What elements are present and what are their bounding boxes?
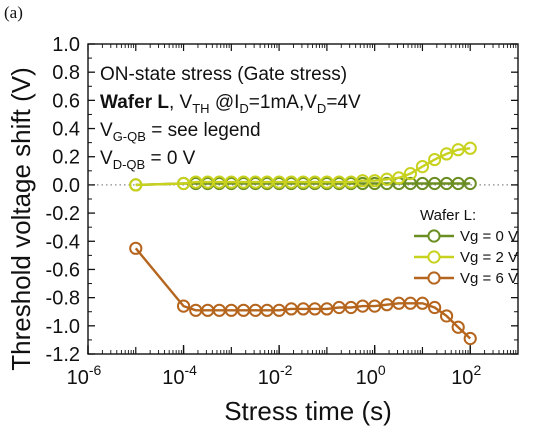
annotation-line-3: VG-QB = see legend (100, 120, 261, 144)
annotation-vg-sub: G-QB (113, 129, 146, 144)
panel-label: (a) (4, 3, 23, 22)
legend-title: Wafer L: (420, 207, 476, 224)
x-tick-base: 10 (451, 367, 473, 389)
data-point (129, 178, 143, 192)
x-axis: 10-6 10-4 10-2 100 102 (67, 44, 517, 389)
data-point (451, 320, 465, 334)
legend-marker (427, 271, 441, 285)
x-tick-label: 10-4 (162, 362, 197, 389)
annotation-block: ON-state stress (Gate stress) Wafer L, V… (100, 64, 361, 172)
data-point (320, 302, 334, 316)
series-vg-2-v (129, 141, 477, 192)
y-tick-label: -1.0 (46, 316, 80, 338)
annotation-id-sub: D (239, 101, 248, 116)
y-tick-label: -0.4 (46, 231, 80, 253)
x-tick-exponent: 2 (473, 362, 481, 378)
x-tick-exponent: 0 (378, 362, 386, 378)
plot-frame (87, 43, 519, 355)
data-point (392, 171, 406, 185)
data-point (463, 331, 477, 346)
data-point (272, 303, 286, 317)
annotation-vg-prefix: V (100, 120, 113, 141)
annotation-id: @I (210, 92, 240, 113)
data-point (368, 174, 382, 188)
legend-entry: Vg = 2 V (414, 249, 518, 266)
series-vg-6-v (129, 241, 477, 346)
legend-label: Vg = 2 V (460, 249, 518, 266)
legend-label: Vg = 6 V (460, 270, 518, 287)
x-tick-exponent: -2 (280, 362, 293, 378)
y-tick-label: 0.4 (52, 119, 80, 141)
legend-entry: Vg = 0 V (414, 228, 518, 245)
y-tick-label: 1.0 (52, 34, 80, 56)
y-tick-label: 0.2 (52, 147, 80, 169)
data-point (403, 167, 418, 181)
y-tick-label: -0.8 (46, 288, 80, 310)
plot-area (87, 43, 519, 355)
series-line (134, 247, 472, 340)
data-point (428, 152, 442, 167)
x-tick-label: 10-2 (258, 362, 293, 389)
legend-label: Vg = 0 V (460, 228, 518, 245)
x-tick-exponent: -6 (89, 362, 102, 378)
legend-marker (427, 229, 441, 243)
x-tick-base: 10 (258, 367, 280, 389)
y-axis: 1.0 0.8 0.6 0.4 0.2 0.0 -0.2 -0.4 -0.6 -0.8 -1.0 -1… (46, 34, 518, 366)
y-tick-label: 0.0 (52, 175, 80, 197)
annotation-vdqb-sub: D-QB (113, 157, 146, 172)
y-tick-label: 0.6 (52, 90, 80, 112)
x-axis-title: Stress time (s) (224, 396, 392, 426)
data-point (463, 141, 477, 155)
annotation-vth-sub: TH (192, 101, 209, 116)
data-point (463, 176, 477, 191)
y-tick-label: 0.8 (52, 62, 80, 84)
data-point (428, 300, 442, 315)
data-point (176, 176, 191, 191)
annotation-line-2: Wafer L, VTH @ID=1mA,VD=4V (100, 92, 361, 116)
data-point (368, 299, 382, 313)
x-tick-base: 10 (356, 367, 378, 389)
y-tick-label: -0.6 (46, 259, 80, 281)
data-point (176, 299, 191, 313)
annotation-line-4: VD-QB = 0 V (100, 148, 196, 172)
legend: Wafer L: Vg = 0 V Vg = 2 V Vg = 6 V (414, 207, 518, 287)
legend-marker (427, 250, 441, 264)
x-tick-label: 102 (451, 362, 481, 389)
annotation-line-1: ON-state stress (Gate stress) (100, 64, 347, 85)
annotation-vd-value: =4V (326, 92, 361, 113)
x-tick-base: 10 (162, 367, 184, 389)
y-tick-label: -0.2 (46, 203, 80, 225)
annotation-vd-sub: D (317, 101, 326, 116)
x-tick-exponent: -4 (184, 362, 197, 378)
annotation-vth-prefix: , V (169, 92, 193, 113)
legend-entry: Vg = 6 V (414, 270, 518, 287)
x-tick-label: 100 (356, 362, 386, 389)
data-point (439, 309, 454, 323)
data-point (439, 147, 454, 161)
data-point (129, 241, 143, 255)
data-point (415, 159, 430, 174)
y-axis-title: Threshold voltage shift (V) (6, 67, 36, 370)
x-tick-base: 10 (67, 367, 89, 389)
annotation-vdqb-text: = 0 V (145, 148, 195, 169)
annotation-vg-text: = see legend (146, 120, 261, 141)
series-layer (129, 141, 477, 346)
annotation-vd: =1mA,V (249, 92, 317, 113)
y-tick-label: -1.2 (46, 344, 80, 366)
x-tick-label: 10-6 (67, 362, 102, 389)
data-point (415, 296, 430, 310)
annotation-wafer: Wafer L (100, 92, 169, 113)
annotation-vdqb-prefix: V (100, 148, 113, 169)
